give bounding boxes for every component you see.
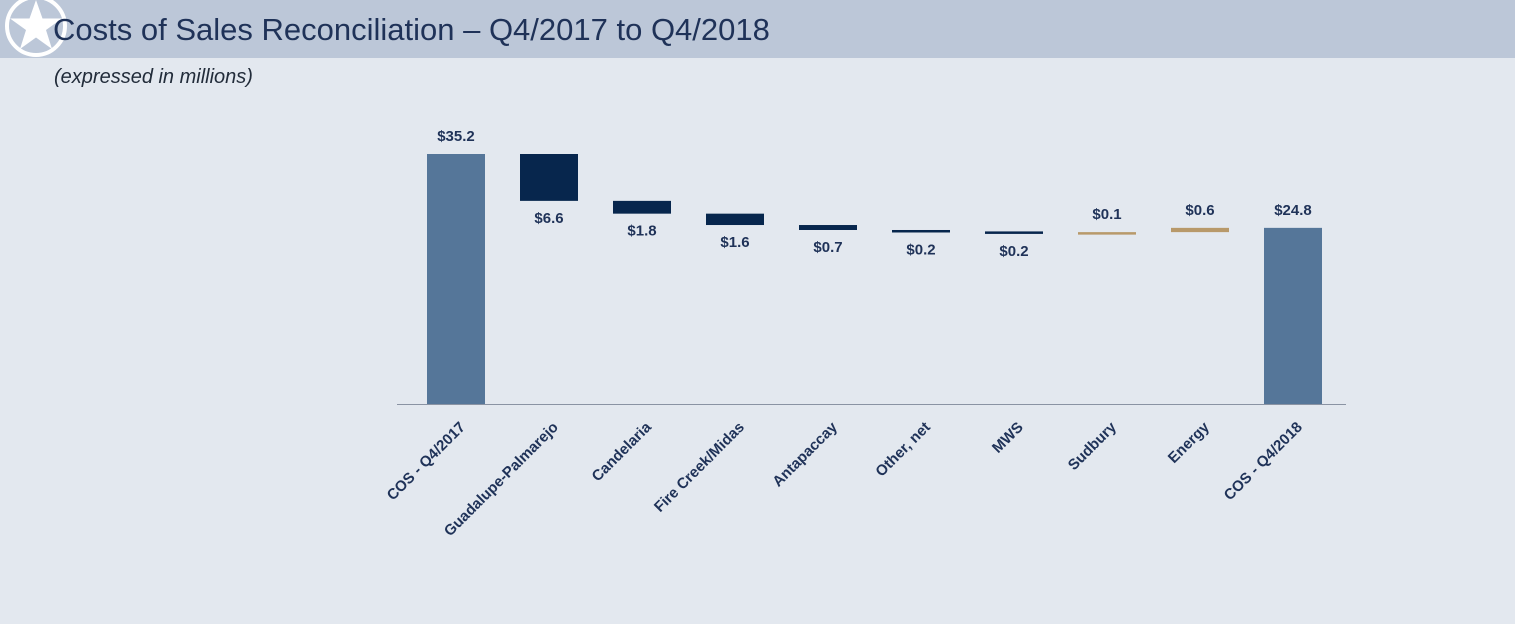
category-label-5: Other, net xyxy=(872,419,934,481)
bar-0 xyxy=(427,154,485,404)
bar-9 xyxy=(1264,227,1322,404)
data-label-6: $0.2 xyxy=(999,243,1028,260)
category-label-0: COS - Q4/2017 xyxy=(384,419,469,504)
data-label-3: $1.6 xyxy=(720,234,749,251)
category-label-4: Antapaccay xyxy=(769,418,841,490)
page-subtitle: (expressed in millions) xyxy=(54,66,253,88)
category-label-8: Energy xyxy=(1165,418,1213,466)
category-label-6: MWS xyxy=(989,419,1027,457)
bar-5 xyxy=(892,229,950,233)
data-label-8: $0.6 xyxy=(1185,202,1214,219)
data-label-7: $0.1 xyxy=(1092,206,1121,223)
bar-7 xyxy=(1078,232,1136,235)
star-logo-icon xyxy=(5,0,67,57)
category-label-3: Fire Creek/Midas xyxy=(651,419,748,516)
page-title: Costs of Sales Reconciliation – Q4/2017 … xyxy=(53,12,770,47)
data-label-5: $0.2 xyxy=(906,241,935,258)
category-label-2: Candelaria xyxy=(589,418,656,485)
data-label-2: $1.8 xyxy=(627,223,656,240)
data-label-4: $0.7 xyxy=(813,239,842,256)
bar-4 xyxy=(799,225,857,230)
header-bar: Costs of Sales Reconciliation – Q4/2017 … xyxy=(0,0,1515,58)
category-label-9: COS - Q4/2018 xyxy=(1221,419,1306,504)
bars-group xyxy=(427,154,1322,404)
bar-8 xyxy=(1171,227,1229,233)
category-label-7: Sudbury xyxy=(1065,418,1121,474)
data-label-9: $24.8 xyxy=(1274,202,1312,219)
data-label-1: $6.6 xyxy=(534,210,563,227)
bar-1 xyxy=(520,154,578,201)
data-label-0: $35.2 xyxy=(437,128,475,145)
value-labels-group: $35.2 $6.6 $1.8 $1.6 $0.7 $0.2 $0.2 $0.1 $0.6 $24… xyxy=(437,128,1312,260)
bar-6 xyxy=(985,231,1043,234)
bar-3 xyxy=(706,213,764,226)
bar-2 xyxy=(613,200,671,214)
